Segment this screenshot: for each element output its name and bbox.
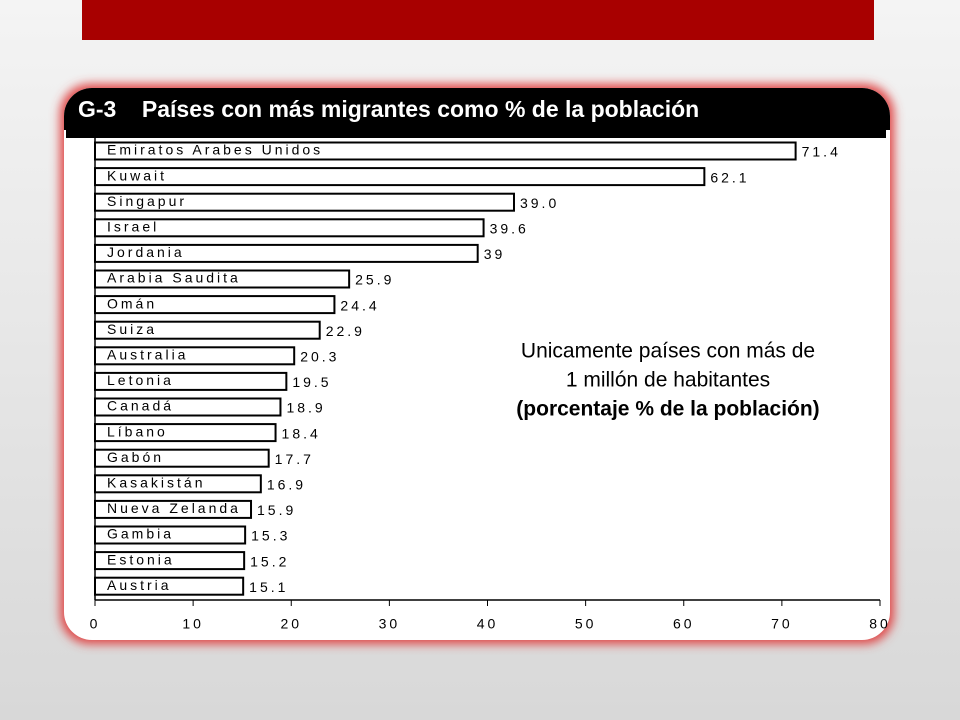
annotation: 1 millón de habitantes <box>566 369 770 392</box>
value-label: 22.9 <box>326 323 365 339</box>
x-tick-label: 40 <box>477 616 499 632</box>
bar <box>94 192 515 212</box>
bar <box>94 551 246 571</box>
x-tick-label: 0 <box>90 616 101 632</box>
bar <box>94 320 321 340</box>
value-label: 20.3 <box>300 349 339 365</box>
bar <box>94 474 262 494</box>
category-label: Singapur <box>107 193 187 209</box>
value-label: 15.1 <box>249 579 288 595</box>
bar <box>94 218 485 238</box>
bar <box>94 371 288 391</box>
value-label: 16.9 <box>267 477 306 493</box>
category-label: Estonia <box>107 551 175 567</box>
bar <box>94 269 351 289</box>
bar <box>94 499 253 519</box>
category-label: Líbano <box>107 423 168 439</box>
value-label: 39.6 <box>490 221 529 237</box>
category-label: Gambia <box>107 526 174 542</box>
category-label: Emiratos Arabes Unidos <box>107 142 323 158</box>
category-label: Jordania <box>107 244 185 260</box>
bar <box>94 295 336 315</box>
annotation: (porcentaje % de la población) <box>516 398 819 421</box>
category-label: Gabón <box>107 449 164 465</box>
chart-title: G-3 Países con más migrantes como % de l… <box>78 96 699 122</box>
value-label: 19.5 <box>292 374 331 390</box>
value-label: 17.7 <box>275 451 314 467</box>
value-label: 18.4 <box>282 425 321 441</box>
title-band-underline <box>66 130 886 138</box>
value-label: 15.9 <box>257 502 296 518</box>
x-tick-label: 30 <box>379 616 401 632</box>
bar <box>94 448 270 468</box>
category-label: Austria <box>107 577 172 593</box>
category-label: Canadá <box>107 398 174 414</box>
x-tick-label: 10 <box>182 616 204 632</box>
bar <box>94 141 797 161</box>
category-label: Letonia <box>107 372 174 388</box>
category-label: Suiza <box>107 321 157 337</box>
bar <box>94 525 247 545</box>
bar <box>94 423 277 443</box>
value-label: 62.1 <box>710 169 749 185</box>
value-label: 15.2 <box>250 553 289 569</box>
x-tick-label: 80 <box>869 616 891 632</box>
category-label: Omán <box>107 295 157 311</box>
value-label: 39.0 <box>520 195 559 211</box>
header-bar <box>82 0 874 40</box>
x-tick-label: 20 <box>280 616 302 632</box>
x-tick-label: 50 <box>575 616 597 632</box>
value-label: 15.3 <box>251 528 290 544</box>
category-label: Kasakistán <box>107 475 205 491</box>
title-band <box>64 88 890 130</box>
category-label: Kuwait <box>107 167 167 183</box>
value-label: 25.9 <box>355 272 394 288</box>
category-label: Australia <box>107 347 188 363</box>
plot: 0 10 20 30 40 50 60 70 80 71.4 Emiratos Arabes Uni… <box>90 138 891 632</box>
bar <box>94 167 706 187</box>
value-label: 71.4 <box>802 144 841 160</box>
value-label: 39 <box>484 246 506 262</box>
bar <box>94 243 479 263</box>
category-label: Arabia Saudita <box>107 270 241 286</box>
annotation: Unicamente países con más de <box>521 340 815 363</box>
value-label: 18.9 <box>286 400 325 416</box>
value-label: 24.4 <box>340 297 379 313</box>
bar <box>94 397 282 417</box>
x-tick-label: 60 <box>673 616 695 632</box>
bar <box>94 576 245 596</box>
category-label: Nueva Zelanda <box>107 500 241 516</box>
x-tick-label: 70 <box>771 616 793 632</box>
bar <box>94 346 296 366</box>
category-label: Israel <box>107 219 159 235</box>
